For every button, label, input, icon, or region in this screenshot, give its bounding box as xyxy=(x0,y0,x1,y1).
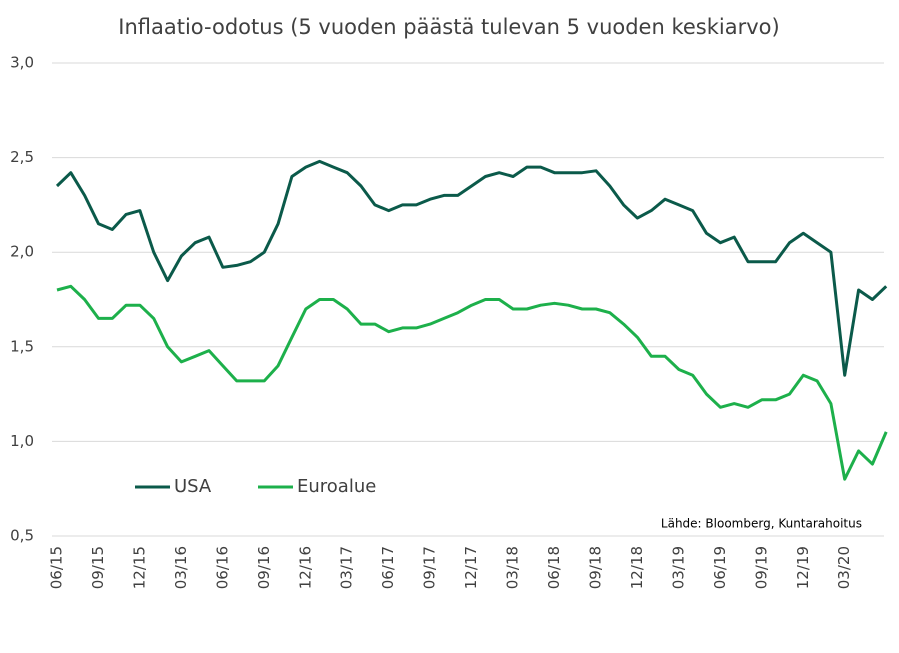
x-tick-label: 12/19 xyxy=(794,546,812,589)
x-tick-label: 09/18 xyxy=(586,546,604,589)
x-tick-label: 09/17 xyxy=(421,546,439,589)
y-tick-label: 0,5 xyxy=(10,527,34,545)
x-tick-label: 06/15 xyxy=(48,546,66,589)
x-tick-label: 12/15 xyxy=(130,546,148,589)
x-tick-label: 06/17 xyxy=(379,546,397,589)
y-tick-label: 2,5 xyxy=(10,148,34,166)
source-note: Lähde: Bloomberg, Kuntarahoitus xyxy=(661,517,862,531)
x-tick-label: 06/19 xyxy=(711,546,729,589)
series-line xyxy=(56,284,888,481)
x-tick-label: 03/19 xyxy=(669,546,687,589)
y-tick-label: 1,5 xyxy=(10,337,34,355)
x-tick-label: 09/19 xyxy=(752,546,770,589)
y-tick-label: 3,0 xyxy=(10,54,34,72)
x-tick-label: 03/16 xyxy=(172,546,190,589)
series-line xyxy=(55,159,888,377)
x-tick-label: 12/16 xyxy=(296,546,314,589)
x-tick-label: 09/16 xyxy=(255,546,273,589)
y-tick-label: 1,0 xyxy=(10,432,34,450)
x-tick-label: 03/20 xyxy=(835,546,853,589)
x-tick-label: 12/18 xyxy=(628,546,646,589)
x-tick-label: 03/17 xyxy=(338,546,356,589)
x-tick-label: 12/17 xyxy=(462,546,480,589)
x-tick-label: 06/18 xyxy=(545,546,563,589)
chart-title: Inflaatio-odotus (5 vuoden päästä tuleva… xyxy=(118,15,779,39)
x-tick-label: 06/16 xyxy=(213,546,231,589)
x-tick-label: 09/15 xyxy=(89,546,107,589)
y-tick-label: 2,0 xyxy=(10,243,34,261)
legend-label: USA xyxy=(174,476,212,497)
legend-label: Euroalue xyxy=(297,476,376,497)
x-tick-label: 03/18 xyxy=(504,546,522,589)
